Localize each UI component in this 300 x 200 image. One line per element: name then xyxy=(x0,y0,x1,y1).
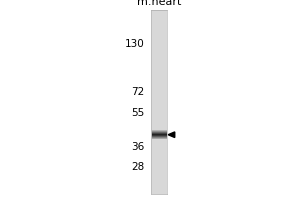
Text: 72: 72 xyxy=(131,87,145,97)
Text: 55: 55 xyxy=(131,108,145,118)
Text: m.heart: m.heart xyxy=(137,0,181,7)
Bar xyxy=(151,10,167,194)
Text: 36: 36 xyxy=(131,142,145,152)
Text: 130: 130 xyxy=(125,39,145,49)
Text: 28: 28 xyxy=(131,162,145,172)
Polygon shape xyxy=(168,132,175,138)
